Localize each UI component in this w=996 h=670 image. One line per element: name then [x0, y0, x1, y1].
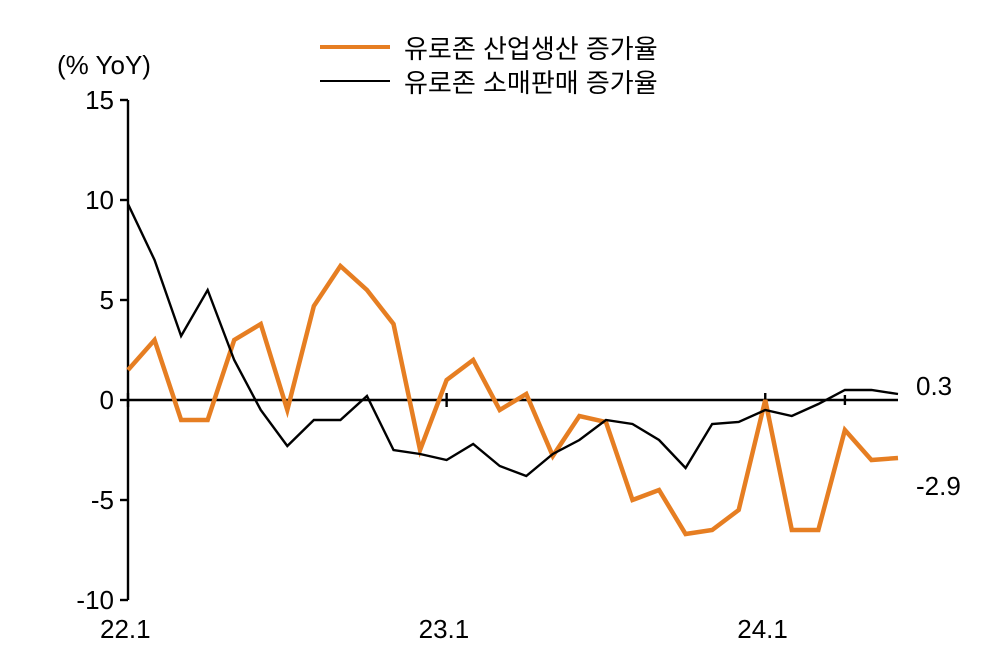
y-tick-label-2: 0 [100, 385, 114, 416]
chart-svg [0, 0, 996, 670]
chart-container: (% YoY) 유로존 산업생산 증가율 유로존 소매판매 증가율 -10 -5… [0, 0, 996, 670]
end-label-retail: 0.3 [916, 371, 952, 402]
x-tick-label-2: 24.1 [737, 614, 788, 645]
x-tick-label-1: 23.1 [419, 614, 470, 645]
y-tick-label-3: 5 [100, 285, 114, 316]
x-tick-label-0: 22.1 [100, 614, 151, 645]
y-tick-label-0: -10 [76, 585, 114, 616]
y-tick-label-1: -5 [91, 485, 114, 516]
end-label-industrial: -2.9 [916, 471, 961, 502]
y-tick-label-5: 15 [85, 85, 114, 116]
y-tick-label-4: 10 [85, 185, 114, 216]
